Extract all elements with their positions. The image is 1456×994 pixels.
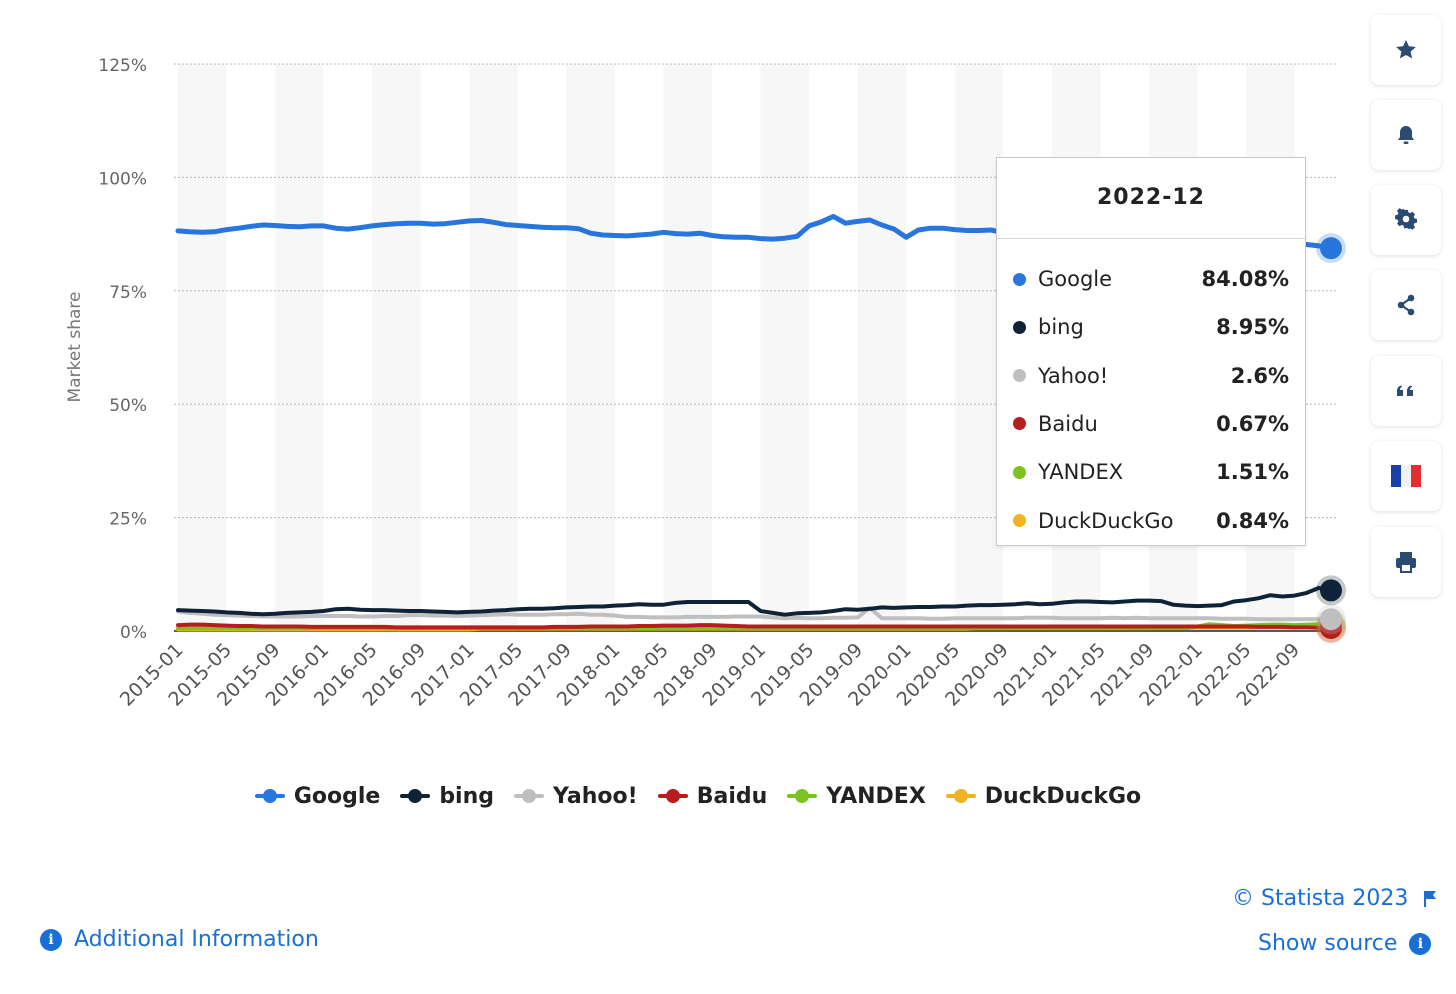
legend-swatch (945, 789, 976, 803)
legend-label: Baidu (696, 783, 768, 809)
tooltip-series-name: Google (1038, 267, 1113, 291)
legend-swatch (254, 789, 285, 803)
end-marker-google (1320, 237, 1342, 260)
tooltip-series-value: 84.08% (1201, 267, 1289, 291)
language-button[interactable] (1371, 441, 1441, 511)
legend-swatch (657, 789, 688, 803)
tooltip-dot (1013, 417, 1026, 431)
cite-button[interactable] (1371, 356, 1441, 426)
legend-item-yahoo[interactable]: Yahoo! (514, 784, 638, 809)
flag-icon (1424, 890, 1437, 907)
tooltip-dot (1013, 369, 1026, 383)
tooltip-title: 2022-12 (997, 158, 1305, 239)
series-line-bing (176, 585, 1333, 617)
y-axis-tick-labels: 0% 25% 50% 75% 100% 125% (98, 56, 147, 643)
french-flag-icon (1391, 465, 1421, 487)
tooltip-series-value: 8.95% (1216, 315, 1289, 340)
y-axis-label: Market share (65, 292, 85, 403)
legend-swatch (514, 789, 545, 803)
y-tick-label: 100% (98, 169, 147, 189)
additional-information-link[interactable]: i Additional Information (40, 927, 319, 952)
print-icon (1396, 552, 1416, 573)
tooltip-row: Google 84.08% (1013, 264, 1289, 294)
tooltip-dot (1013, 272, 1026, 286)
legend-item-duckduckgo[interactable]: DuckDuckGo (945, 783, 1142, 809)
legend-item-google[interactable]: Google (254, 783, 381, 809)
legend-item-bing[interactable]: bing (400, 784, 494, 809)
share-icon (1397, 294, 1415, 316)
y-tick-label: 75% (109, 283, 147, 303)
end-marker-yahoo (1320, 608, 1342, 631)
background-band (760, 64, 810, 631)
quote-icon (1397, 385, 1413, 396)
tooltip-dot (1013, 320, 1026, 334)
tooltip-dot (1013, 465, 1026, 479)
legend-label: bing (439, 783, 495, 809)
star-icon (1396, 40, 1416, 59)
end-marker-bing (1320, 579, 1342, 602)
tooltip-series-name: YANDEX (1038, 460, 1124, 485)
series-end-markers (1316, 233, 1346, 643)
info-icon: i (1409, 932, 1432, 955)
legend-label: Yahoo! (553, 783, 638, 809)
series-line-yahoo (176, 605, 1333, 622)
tooltip: 2022-12 Google 84.08% bing 8.95% Yahoo! 2.6% B… (996, 157, 1306, 546)
tooltip-series-name: Yahoo! (1038, 363, 1109, 388)
copyright-label: © Statista 2023 (1232, 886, 1409, 911)
bell-icon (1398, 126, 1414, 144)
gear-icon (1395, 208, 1417, 230)
additional-information-label: Additional Information (74, 927, 319, 952)
tooltip-row: bing 8.95% (1013, 312, 1289, 342)
notification-button[interactable] (1371, 100, 1441, 170)
background-band (954, 64, 1004, 631)
x-axis-tick-labels: 2015-012015-052015-092016-012016-052016-… (116, 639, 1304, 711)
tooltip-row: DuckDuckGo 0.84% (1013, 506, 1289, 536)
legend-swatch (400, 789, 431, 803)
background-band (178, 64, 227, 631)
legend-swatch (787, 789, 818, 803)
tooltip-series-name: bing (1038, 315, 1084, 340)
tooltip-row: Yahoo! 2.6% (1013, 361, 1289, 391)
favorite-button[interactable] (1371, 15, 1441, 85)
legend-item-baidu[interactable]: Baidu (657, 783, 768, 809)
y-tick-label: 125% (98, 56, 147, 76)
statista-copyright-link[interactable]: © Statista 2023 (1232, 886, 1438, 911)
legend-label: DuckDuckGo (984, 783, 1142, 809)
tooltip-series-value: 0.67% (1216, 411, 1289, 436)
settings-button[interactable] (1371, 185, 1441, 255)
chart-legend: Google bing Yahoo! Baidu YANDEX DuckDuckGo (0, 780, 1396, 812)
legend-label: Google (293, 783, 381, 809)
y-tick-label: 0% (120, 623, 147, 643)
legend-label: YANDEX (826, 783, 926, 809)
background-band (469, 64, 518, 631)
tooltip-series-value: 1.51% (1216, 460, 1289, 485)
tooltip-series-value: 2.6% (1230, 363, 1289, 388)
background-band (372, 64, 421, 631)
info-icon: i (40, 928, 62, 951)
y-tick-label: 25% (109, 510, 147, 530)
background-band (857, 64, 907, 631)
show-source-label: Show source (1258, 931, 1398, 956)
tooltip-row: YANDEX 1.51% (1013, 457, 1289, 487)
legend-item-yandex[interactable]: YANDEX (787, 784, 926, 809)
y-tick-label: 50% (109, 396, 147, 416)
tooltip-row: Baidu 0.67% (1013, 409, 1289, 439)
background-band (566, 64, 615, 631)
background-band (275, 64, 324, 631)
show-source-link[interactable]: Show source i (1258, 931, 1432, 956)
share-button[interactable] (1371, 270, 1441, 340)
tooltip-series-name: Baidu (1038, 411, 1098, 436)
background-band (663, 64, 713, 631)
tooltip-dot (1013, 514, 1026, 527)
tooltip-series-name: DuckDuckGo (1038, 508, 1174, 533)
print-button[interactable] (1371, 527, 1441, 597)
series-line-baidu (176, 622, 1333, 630)
tooltip-series-value: 0.84% (1216, 508, 1289, 533)
